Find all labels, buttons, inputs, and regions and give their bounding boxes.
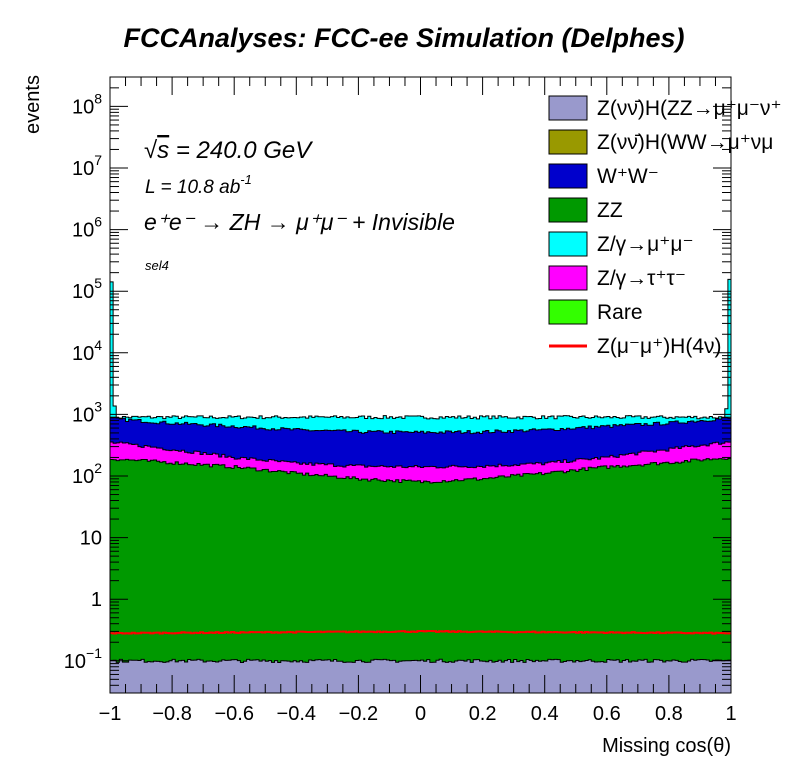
- legend-swatch: [548, 299, 588, 325]
- x-tick-labels: −1 −0.8 −0.6 −0.4 −0.2 0 0.2 0.4 0.6 0.8 1: [99, 703, 737, 725]
- process-annotation: e⁺e⁻ → ZH → μ⁺μ⁻ + Invisible: [144, 209, 455, 235]
- sqrt-symbol: √: [144, 137, 158, 164]
- y-tick-label: 10: [80, 528, 102, 550]
- legend-label: Z/γ→τ⁺τ⁻: [597, 267, 686, 290]
- legend-label: Z/γ→μ⁺μ⁻: [597, 233, 694, 256]
- x-tick-label: −0.4: [277, 703, 316, 725]
- y-tick-label: 106: [72, 214, 102, 242]
- legend-entry: Z/γ→τ⁺τ⁻: [548, 265, 686, 291]
- signal-line-layer: [110, 629, 731, 635]
- y-tick-labels: 10−1 1 10 102 103 104 105 106 107 108: [64, 90, 102, 672]
- legend: Z(νν̄)H(ZZ→μ⁺μ⁻ν⁺ Z(νν̄)H(WW→μ⁺νμ W⁺W⁻ ZZ Z/…: [548, 95, 782, 358]
- legend-swatch: [548, 197, 588, 223]
- y-tick-label: 107: [72, 152, 102, 180]
- legend-entry: Z/γ→μ⁺μ⁻: [548, 231, 694, 257]
- y-tick-label: 10−1: [64, 645, 102, 673]
- x-tick-label: −0.2: [339, 703, 378, 725]
- legend-swatch: [548, 163, 588, 189]
- y-tick-label: 104: [72, 337, 102, 365]
- legend-label: W⁺W⁻: [597, 165, 659, 188]
- x-tick-label: 0.4: [531, 703, 559, 725]
- energy-value: = 240.0 GeV: [169, 137, 313, 164]
- x-tick-label: 0: [415, 703, 426, 725]
- hist-zz: [110, 457, 731, 693]
- energy-annotation: √s = 240.0 GeV: [144, 137, 313, 164]
- stacked-histograms: [110, 278, 731, 693]
- y-tick-label: 1: [91, 589, 102, 611]
- chart-title: FCCAnalyses: FCC-ee Simulation (Delphes): [123, 23, 684, 53]
- x-tick-label: 1: [725, 703, 736, 725]
- legend-label: Z(νν̄)H(WW→μ⁺νμ: [597, 131, 773, 154]
- x-tick-label: 0.8: [655, 703, 683, 725]
- legend-entry: Z(νν̄)H(ZZ→μ⁺μ⁻ν⁺: [548, 95, 782, 121]
- x-tick-label: 0.6: [593, 703, 621, 725]
- y-tick-label: 103: [72, 398, 102, 426]
- x-tick-label: −0.6: [214, 703, 253, 725]
- legend-entry: Z(νν̄)H(WW→μ⁺νμ: [548, 129, 773, 155]
- lumi-main: L = 10.8 ab: [145, 177, 240, 198]
- signal-line: [110, 629, 731, 635]
- y-tick-label: 105: [72, 275, 102, 303]
- y-tick-label: 108: [72, 90, 102, 118]
- lumi-annotation: L = 10.8 ab-1: [145, 172, 252, 198]
- legend-entry: ZZ: [548, 197, 623, 223]
- legend-swatch: [548, 265, 588, 291]
- lumi-exp: -1: [240, 172, 252, 187]
- legend-label: Z(νν̄)H(ZZ→μ⁺μ⁻ν⁺: [597, 97, 782, 120]
- legend-entry: Z(μ⁻μ⁺)H(4ν): [549, 335, 722, 358]
- legend-label: Rare: [597, 301, 643, 324]
- axis-ticks: [109, 76, 732, 694]
- x-tick-label: 0.2: [469, 703, 497, 725]
- legend-label: ZZ: [597, 199, 623, 222]
- legend-swatch: [548, 95, 588, 121]
- x-tick-label: −1: [99, 703, 122, 725]
- annotations: √s = 240.0 GeV L = 10.8 ab-1 e⁺e⁻ → ZH →…: [144, 137, 455, 273]
- x-tick-label: −0.8: [152, 703, 191, 725]
- sqrt-s: s: [157, 137, 169, 164]
- legend-entry: Rare: [548, 299, 643, 325]
- selection-annotation: sel4: [145, 258, 169, 273]
- x-axis-label: Missing cos(θ): [602, 735, 731, 757]
- legend-swatch: [548, 231, 588, 257]
- legend-swatch: [548, 129, 588, 155]
- legend-entry: W⁺W⁻: [548, 163, 659, 189]
- legend-label: Z(μ⁻μ⁺)H(4ν): [597, 335, 722, 358]
- y-tick-label: 102: [72, 460, 102, 488]
- y-axis-label: events: [22, 75, 44, 134]
